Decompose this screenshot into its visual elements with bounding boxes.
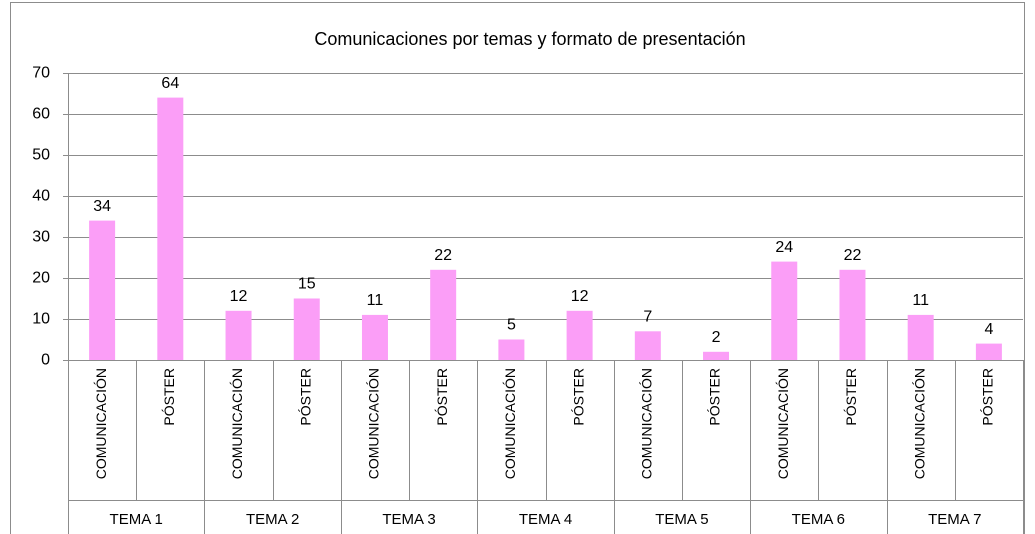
- group-label: TEMA 6: [792, 511, 845, 528]
- x-tick-label: PÓSTER: [161, 368, 177, 426]
- x-tick-label: COMUNICACIÓN: [775, 368, 791, 479]
- value-label: 2: [712, 329, 721, 346]
- y-tick-label: 60: [32, 106, 50, 123]
- bar: [703, 351, 730, 360]
- x-tick-label: COMUNICACIÓN: [229, 368, 245, 479]
- bar: [634, 331, 661, 360]
- value-label: 7: [643, 309, 652, 326]
- bar: [89, 220, 116, 360]
- bar: [498, 339, 525, 360]
- bar: [225, 310, 252, 360]
- value-label: 24: [775, 239, 793, 256]
- value-label: 11: [367, 292, 384, 309]
- x-tick-label: COMUNICACIÓN: [93, 368, 109, 479]
- group-label: TEMA 4: [519, 511, 572, 528]
- x-tick-label: PÓSTER: [297, 368, 313, 426]
- x-tick-label: PÓSTER: [570, 368, 586, 426]
- value-label: 11: [912, 292, 929, 309]
- y-tick-label: 50: [32, 147, 50, 164]
- x-tick-label: PÓSTER: [707, 368, 723, 426]
- bar: [771, 261, 798, 360]
- bar: [157, 97, 184, 360]
- y-tick-label: 70: [32, 65, 50, 82]
- y-tick-label: 40: [32, 188, 50, 205]
- value-label: 12: [230, 288, 248, 305]
- x-tick-label: COMUNICACIÓN: [502, 368, 518, 479]
- value-label: 64: [161, 75, 179, 92]
- x-tick-label: COMUNICACIÓN: [911, 368, 927, 479]
- x-tick-label: PÓSTER: [843, 368, 859, 426]
- bar: [430, 269, 457, 360]
- x-tick-label: PÓSTER: [434, 368, 450, 426]
- bar: [566, 310, 593, 360]
- x-tick-label: COMUNICACIÓN: [366, 368, 382, 479]
- bar: [907, 314, 934, 360]
- bar: [975, 343, 1002, 360]
- y-tick-label: 10: [32, 311, 50, 328]
- value-label: 22: [844, 247, 862, 264]
- value-label: 5: [507, 317, 516, 334]
- value-label: 22: [434, 247, 452, 264]
- group-label: TEMA 5: [655, 511, 708, 528]
- value-label: 34: [93, 198, 111, 215]
- y-tick-label: 0: [41, 352, 50, 369]
- value-label: 15: [298, 276, 316, 293]
- bar: [293, 298, 320, 360]
- x-tick-label: COMUNICACIÓN: [639, 368, 655, 479]
- group-label: TEMA 7: [928, 511, 981, 528]
- chart-title: Comunicaciones por temas y formato de pr…: [314, 29, 745, 49]
- y-tick-label: 30: [32, 229, 50, 246]
- chart-border: [10, 2, 1025, 534]
- bar: [361, 314, 388, 360]
- group-label: TEMA 3: [382, 511, 435, 528]
- group-label: TEMA 2: [246, 511, 299, 528]
- x-tick-label: PÓSTER: [980, 368, 996, 426]
- group-label: TEMA 1: [110, 511, 163, 528]
- bar: [839, 269, 866, 360]
- value-label: 12: [571, 288, 589, 305]
- value-label: 4: [984, 321, 993, 338]
- y-tick-label: 20: [32, 270, 50, 287]
